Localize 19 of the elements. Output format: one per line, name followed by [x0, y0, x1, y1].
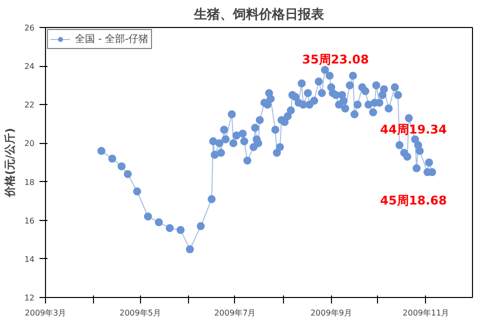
y-tick-label: 20	[24, 139, 35, 148]
y-tick-label: 18	[24, 178, 35, 187]
annotation: 35周23.08	[302, 52, 369, 66]
annotation: 45周18.68	[380, 194, 447, 208]
annotation: 44周19.34	[380, 122, 447, 136]
legend-label: 全国 - 全部-仔猪	[75, 32, 149, 46]
x-tick-label: 2009年9月	[310, 308, 352, 318]
x-tick-label: 2009年7月	[214, 308, 256, 318]
y-tick-label: 24	[24, 62, 35, 72]
x-tick-label: 2009年11月	[402, 308, 450, 318]
x-tick-label: 2009年5月	[119, 308, 161, 318]
y-tick-label: 14	[24, 254, 35, 264]
y-axis-title: 价格(元/公斤)	[3, 128, 16, 198]
y-tick-label: 22	[24, 100, 35, 110]
y-tick-label: 12	[24, 294, 35, 302]
y-tick-label: 26	[24, 24, 35, 32]
chart-title: 生猪、饲料价格日报表	[193, 8, 325, 22]
x-tick-label: 2009年3月	[24, 308, 66, 318]
y-tick-label: 16	[24, 216, 35, 226]
